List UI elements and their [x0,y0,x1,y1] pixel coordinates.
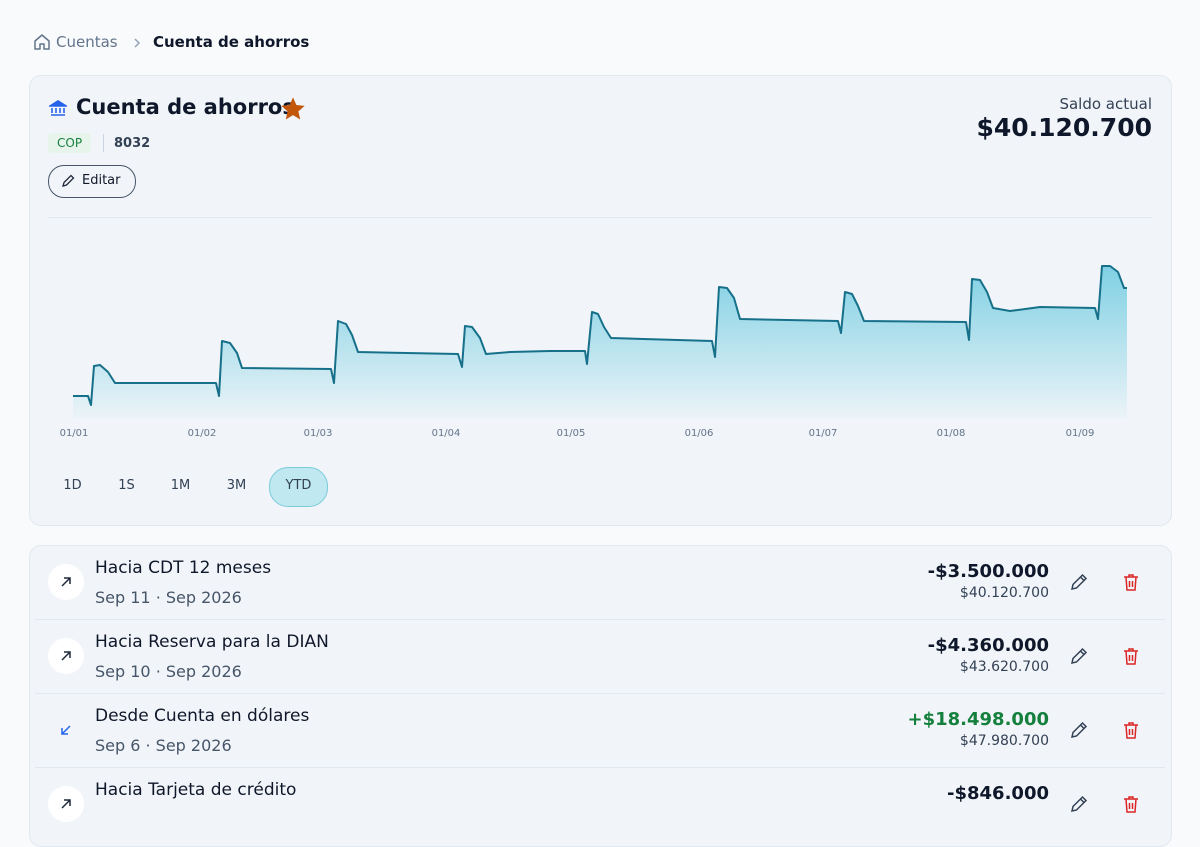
bank-icon [49,100,67,116]
range-button[interactable]: 1D [63,478,82,493]
balance-chart [73,265,1127,418]
delete-action[interactable] [1121,646,1141,670]
account-name: Cuenta de ahorros [76,95,295,119]
x-tick-label: 01/05 [556,428,586,439]
edit-button[interactable]: Editar [48,165,136,198]
delete-icon[interactable] [1121,646,1141,666]
delete-action[interactable] [1121,572,1141,596]
transaction-title[interactable]: Hacia CDT 12 meses [95,558,272,578]
chart-area [73,266,1127,418]
transaction-date: Sep 6 · Sep 2026 [95,736,232,755]
running-balance: $43.620.700 [959,659,1049,675]
delete-action[interactable] [1121,794,1141,818]
edit-action[interactable] [1069,720,1089,744]
edit-icon[interactable] [1069,572,1089,592]
direction-icon [48,638,84,678]
arrow-icon [48,564,84,600]
home-icon [34,34,50,50]
running-balance: $47.980.700 [959,733,1049,749]
favorite-star[interactable] [279,95,307,123]
balance: $40.120.700 [976,113,1152,142]
x-tick-label: 01/06 [684,428,714,439]
transaction-amount: -$846.000 [947,783,1049,804]
balance-label: Saldo actual [1059,95,1152,113]
row-divider [35,693,1165,694]
range-button[interactable]: YTD [269,467,328,507]
separator [103,134,104,152]
x-tick-label: 01/03 [303,428,333,439]
edit-label: Editar [82,173,121,188]
pencil-icon [62,174,75,187]
transaction-title[interactable]: Hacia Tarjeta de crédito [95,780,297,800]
row-divider [35,767,1165,768]
edit-icon[interactable] [1069,646,1089,666]
x-tick-label: 01/09 [1065,428,1095,439]
arrow-icon [61,725,71,735]
transaction-amount: -$3.500.000 [927,561,1049,582]
x-tick-label: 01/04 [431,428,461,439]
transaction-date: Sep 11 · Sep 2026 [95,588,242,607]
transactions-card [29,545,1172,847]
delete-icon[interactable] [1121,794,1141,814]
arrow-icon [48,638,84,674]
range-button[interactable]: 1M [170,478,191,493]
direction-icon [48,712,84,752]
x-tick-label: 01/07 [808,428,838,439]
edit-action[interactable] [1069,646,1089,670]
transaction-amount: +$18.498.000 [907,709,1049,730]
delete-icon[interactable] [1121,572,1141,592]
range-button[interactable]: 3M [226,478,247,493]
account-number: 8032 [114,136,151,151]
chart-line [73,265,1127,406]
edit-action[interactable] [1069,572,1089,596]
direction-icon [48,564,84,604]
transaction-amount: -$4.360.000 [927,635,1049,656]
edit-action[interactable] [1069,794,1089,818]
row-divider [35,619,1165,620]
edit-icon[interactable] [1069,794,1089,814]
transaction-title[interactable]: Hacia Reserva para la DIAN [95,632,329,652]
currency-badge: COP [48,133,92,153]
x-tick-label: 01/02 [187,428,217,439]
chevron [134,38,141,48]
x-tick-label: 01/08 [936,428,966,439]
breadcrumb-parent[interactable]: Cuentas [56,33,118,51]
page: Cuentas Cuenta de ahorros Cuenta de ahor… [29,33,1172,847]
divider [48,217,1152,218]
running-balance: $40.120.700 [959,585,1049,601]
transaction-title[interactable]: Desde Cuenta en dólares [95,706,310,726]
delete-action[interactable] [1121,720,1141,744]
direction-icon [48,786,84,826]
arrow-icon [48,786,84,822]
x-tick-label: 01/01 [59,428,89,439]
breadcrumb-current: Cuenta de ahorros [153,33,310,51]
transaction-date: Sep 10 · Sep 2026 [95,662,242,681]
range-button[interactable]: 1S [118,478,135,493]
delete-icon[interactable] [1121,720,1141,740]
edit-icon[interactable] [1069,720,1089,740]
